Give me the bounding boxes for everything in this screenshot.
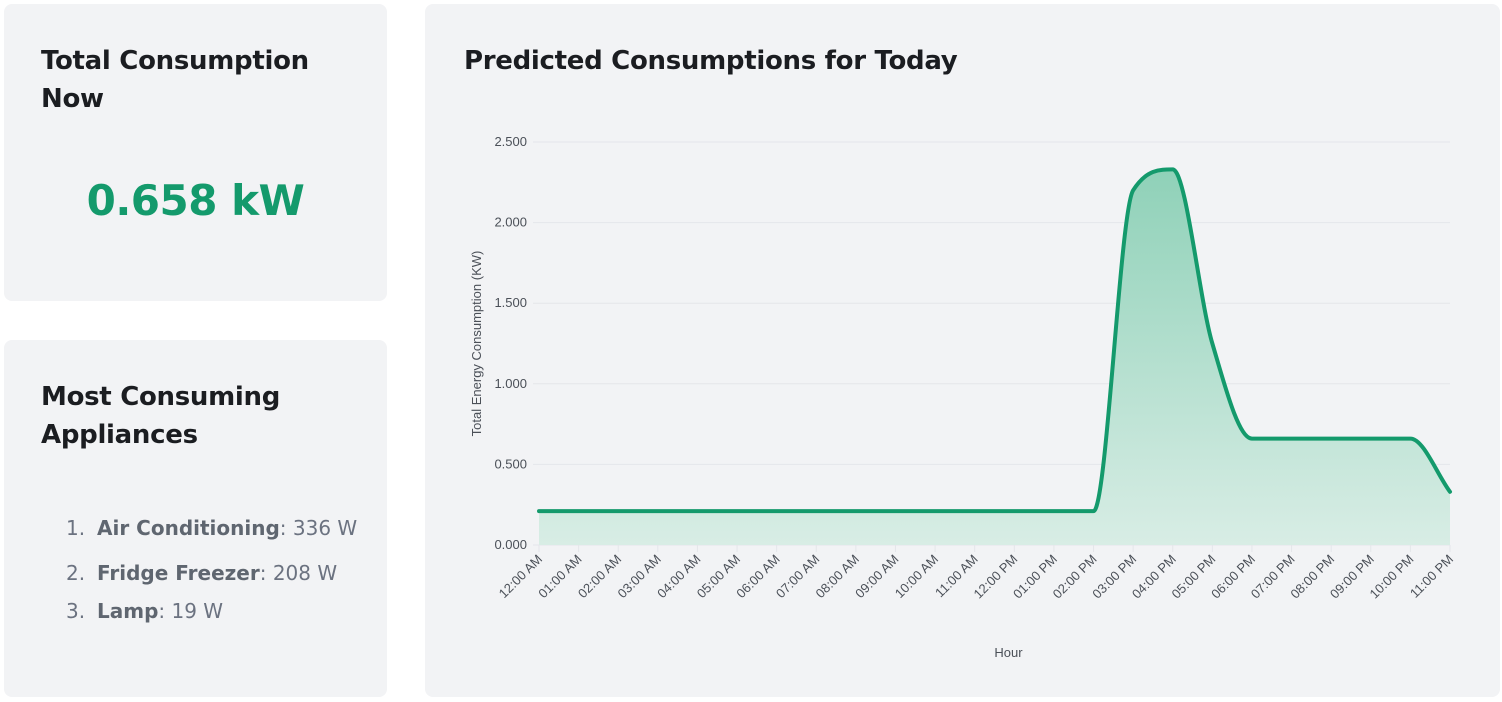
total-consumption-title: Total Consumption Now [41,46,309,114]
most-consuming-appliances-card: Most Consuming Appliances 1. Air Conditi… [4,340,387,697]
most-consuming-appliances-title: Most Consuming Appliances [41,382,281,450]
consumption-line [537,167,1452,514]
total-consumption-value-text: 0.658 kW [86,176,305,225]
appliance-name: Lamp [97,599,159,623]
total-consumption-card: Total Consumption Now 0.658 kW [4,4,387,301]
predicted-consumption-title: Predicted Consumptions for Today [464,46,958,76]
list-item-rank: 1. [66,516,86,540]
y-tick-label: 1.500 [494,295,527,310]
appliance-name: Fridge Freezer [97,561,260,585]
y-tick-label: 2.000 [494,215,527,230]
list-item-rank: 2. [66,561,86,585]
x-tick-label: 10:00 AM [892,552,941,601]
list-item-text: Lamp: 19 W [97,599,223,623]
list-item-text: Fridge Freezer: 208 W [97,561,337,585]
predicted-consumption-card: Predicted Consumptions for Today 0.000 0.… [425,4,1500,697]
list-item-text: Air Conditioning: 336 W [97,516,357,540]
total-consumption-value: 0.658 kW [4,176,387,225]
appliance-name: Air Conditioning [97,516,280,540]
y-tick-label: 0.000 [494,537,527,552]
list-item-rank: 3. [66,599,86,623]
appliance-value: : 336 W [279,516,358,540]
x-tick-label: 11:00 PM [1407,552,1456,601]
x-axis-title: Hour [994,645,1023,660]
y-tick-label: 1.000 [494,376,527,391]
y-axis-title: Total Energy Consumption (KW) [469,251,484,437]
appliance-value: : 208 W [259,561,338,585]
consumption-area [539,169,1450,546]
appliance-value: : 19 W [158,599,224,623]
y-tick-label: 0.500 [494,456,527,471]
x-tick-label: 10:00 PM [1367,552,1417,602]
y-tick-label: 2.500 [494,134,527,149]
